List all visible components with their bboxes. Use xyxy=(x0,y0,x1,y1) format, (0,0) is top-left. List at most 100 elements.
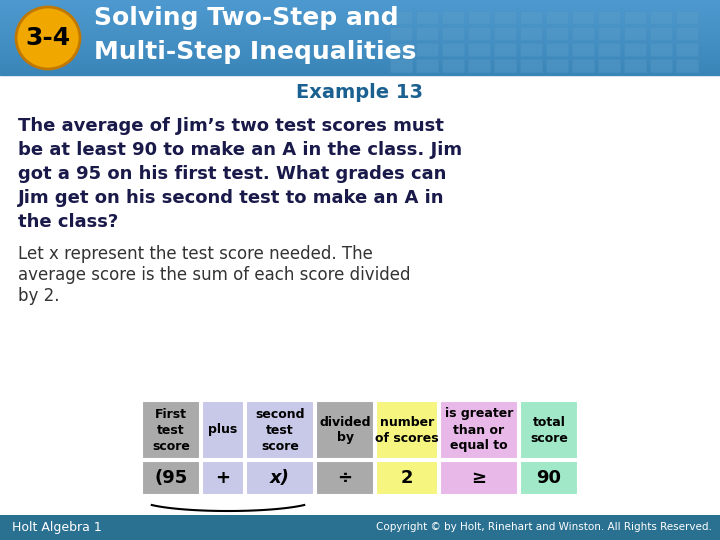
FancyBboxPatch shape xyxy=(520,401,578,459)
Bar xyxy=(390,27,412,40)
Bar xyxy=(676,27,698,40)
Bar xyxy=(0,515,720,540)
Bar xyxy=(650,27,672,40)
Text: (95: (95 xyxy=(154,469,188,487)
Bar xyxy=(0,46,720,47)
Bar xyxy=(650,43,672,56)
Text: plus: plus xyxy=(208,423,238,436)
Bar xyxy=(676,11,698,24)
Bar xyxy=(598,27,620,40)
Bar xyxy=(0,61,720,62)
Bar xyxy=(0,49,720,50)
Bar xyxy=(0,23,720,24)
Bar xyxy=(0,17,720,18)
Bar xyxy=(442,27,464,40)
Bar xyxy=(0,5,720,6)
Bar xyxy=(442,11,464,24)
Bar xyxy=(624,43,646,56)
Bar xyxy=(572,11,594,24)
Text: number
of scores: number of scores xyxy=(375,415,438,444)
Bar xyxy=(0,1,720,2)
Text: Let x represent the test score needed. The: Let x represent the test score needed. T… xyxy=(18,245,373,263)
Text: be at least 90 to make an A in the class. Jim: be at least 90 to make an A in the class… xyxy=(18,141,462,159)
Bar xyxy=(468,27,490,40)
Text: First
test
score: First test score xyxy=(152,408,190,453)
Bar xyxy=(0,40,720,41)
FancyBboxPatch shape xyxy=(316,461,374,495)
Bar xyxy=(624,27,646,40)
Bar xyxy=(650,59,672,72)
Bar xyxy=(0,60,720,61)
Bar xyxy=(676,43,698,56)
Bar xyxy=(520,59,542,72)
Text: Example 13: Example 13 xyxy=(297,84,423,103)
FancyBboxPatch shape xyxy=(376,401,438,459)
Bar xyxy=(520,43,542,56)
Bar xyxy=(520,27,542,40)
Bar xyxy=(0,18,720,19)
Bar xyxy=(0,58,720,59)
Text: second
test
score: second test score xyxy=(256,408,305,453)
Bar xyxy=(0,22,720,23)
Bar xyxy=(546,11,568,24)
Bar xyxy=(0,4,720,5)
FancyBboxPatch shape xyxy=(142,461,200,495)
Bar xyxy=(494,27,516,40)
Text: The average of Jim’s two test scores must: The average of Jim’s two test scores mus… xyxy=(18,117,444,135)
Bar xyxy=(0,74,720,75)
Text: Jim get on his second test to make an A in: Jim get on his second test to make an A … xyxy=(18,189,444,207)
Bar xyxy=(572,43,594,56)
Bar xyxy=(624,11,646,24)
Bar xyxy=(0,39,720,40)
Bar xyxy=(0,30,720,31)
Bar xyxy=(0,71,720,72)
Bar xyxy=(0,16,720,17)
Bar xyxy=(494,43,516,56)
Bar xyxy=(0,44,720,45)
Bar xyxy=(0,7,720,8)
Bar xyxy=(0,19,720,20)
FancyBboxPatch shape xyxy=(142,401,200,459)
Bar xyxy=(416,27,438,40)
Text: ÷: ÷ xyxy=(338,469,353,487)
Bar xyxy=(0,2,720,3)
Text: by 2.: by 2. xyxy=(18,287,60,305)
Bar xyxy=(0,33,720,34)
Bar xyxy=(676,59,698,72)
Bar xyxy=(0,8,720,9)
Bar xyxy=(468,11,490,24)
Bar xyxy=(572,27,594,40)
Bar xyxy=(0,56,720,57)
Bar xyxy=(468,43,490,56)
Bar xyxy=(546,43,568,56)
Bar xyxy=(0,27,720,28)
Bar xyxy=(0,57,720,58)
Text: 90: 90 xyxy=(536,469,562,487)
Text: total
score: total score xyxy=(530,415,568,444)
Bar xyxy=(0,34,720,35)
Text: average score is the sum of each score divided: average score is the sum of each score d… xyxy=(18,266,410,284)
Bar xyxy=(390,11,412,24)
Bar xyxy=(520,11,542,24)
Bar xyxy=(0,51,720,52)
Bar xyxy=(0,41,720,42)
FancyBboxPatch shape xyxy=(376,461,438,495)
Text: x): x) xyxy=(270,469,290,487)
Bar xyxy=(650,11,672,24)
Text: is greater
than or
equal to: is greater than or equal to xyxy=(445,408,513,453)
Bar xyxy=(0,42,720,43)
Bar xyxy=(0,72,720,73)
Bar xyxy=(0,20,720,21)
Bar xyxy=(0,6,720,7)
Bar xyxy=(0,28,720,29)
Bar xyxy=(0,43,720,44)
FancyBboxPatch shape xyxy=(202,461,244,495)
Bar xyxy=(0,32,720,33)
Bar xyxy=(0,13,720,14)
Bar xyxy=(0,67,720,68)
Bar xyxy=(0,9,720,10)
Bar xyxy=(416,43,438,56)
Bar xyxy=(598,59,620,72)
Bar xyxy=(416,11,438,24)
Bar xyxy=(0,29,720,30)
